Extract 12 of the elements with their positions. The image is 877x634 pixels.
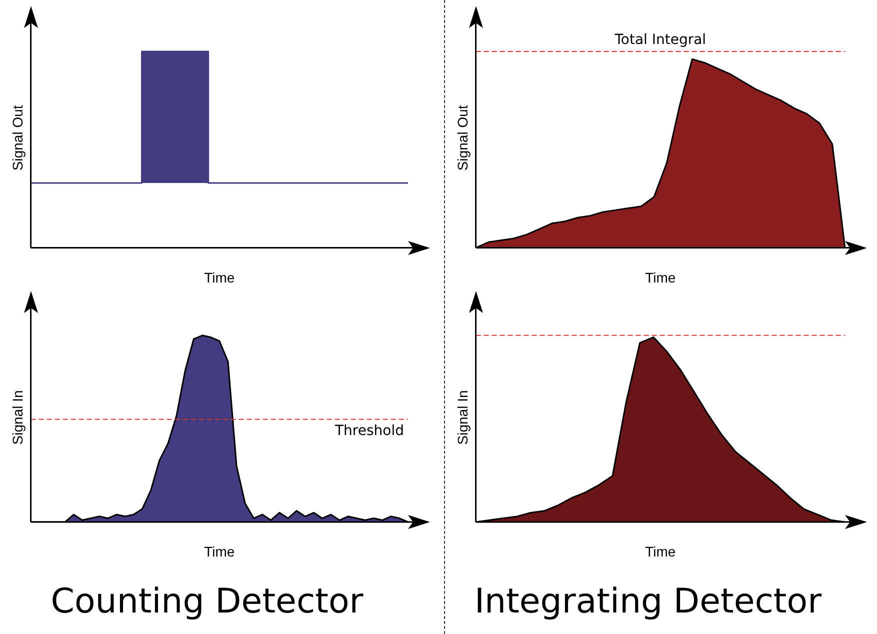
- x-axis-title: Time: [204, 269, 235, 286]
- ref-line-label: Total Integral: [614, 32, 706, 48]
- x-axis-title: Time: [645, 544, 676, 560]
- ref-line-label: Threshold: [334, 423, 404, 440]
- text: Integrating Detector: [474, 581, 822, 622]
- y-axis-title: Signal Out: [9, 105, 26, 171]
- y-axis-title: Signal In: [454, 390, 470, 445]
- x-axis-title: Time: [204, 544, 235, 560]
- y-axis-title: Signal In: [9, 390, 26, 445]
- text: Counting Detector: [50, 581, 364, 622]
- x-axis-title: Time: [645, 269, 676, 286]
- y-axis-title: Signal Out: [454, 105, 470, 171]
